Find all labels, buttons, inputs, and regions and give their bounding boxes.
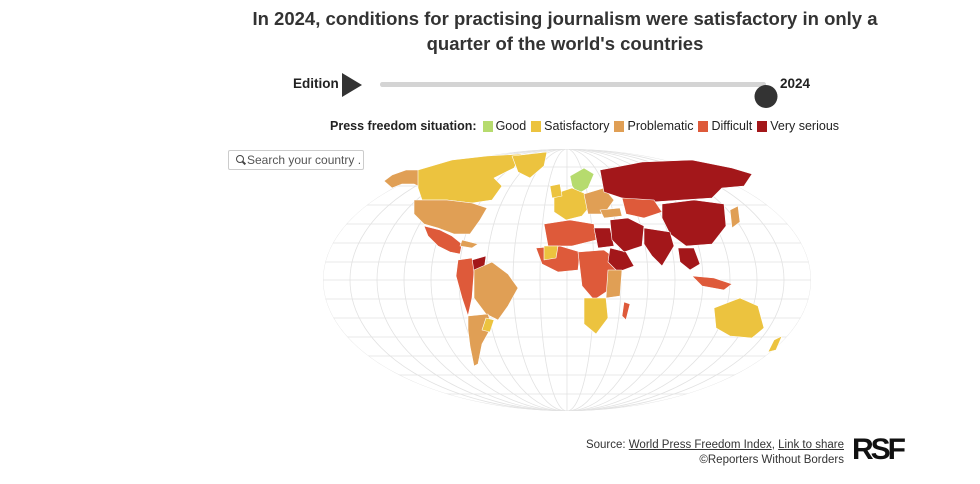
region-australia[interactable] [713, 297, 765, 339]
legend-swatch [614, 120, 625, 132]
legend-swatch [698, 120, 709, 132]
region-scandinavia[interactable] [569, 167, 595, 195]
rsf-logo: RSF [852, 433, 906, 466]
source-label: Source: [585, 439, 626, 451]
legend-title: Press freedom situation: [330, 119, 477, 133]
source-line: Source: World Press Freedom Index, Link … [586, 438, 844, 453]
region-eastern-europe[interactable] [583, 187, 615, 215]
index-link[interactable]: World Press Freedom Index [628, 439, 772, 451]
copyright: ©Reporters Without Borders [699, 454, 844, 466]
chart-title: In 2024, conditions for practising journ… [252, 8, 878, 54]
play-icon[interactable] [342, 73, 362, 97]
region-south-asia[interactable] [643, 227, 675, 267]
region-madagascar[interactable] [621, 301, 631, 321]
edition-label: Edition [293, 76, 339, 91]
region-middle-east[interactable] [609, 217, 645, 253]
legend: Press freedom situation: Good Satisfacto… [330, 119, 844, 133]
region-caribbean[interactable] [459, 239, 479, 249]
region-southeast-asia[interactable] [677, 247, 701, 271]
region-north-africa[interactable] [543, 219, 597, 247]
region-indonesia[interactable] [691, 275, 733, 291]
region-canada[interactable] [417, 153, 523, 204]
region-egypt-libya[interactable] [593, 227, 615, 249]
region-russia[interactable] [599, 159, 753, 203]
country-search[interactable] [228, 150, 364, 170]
legend-label: Difficult [711, 119, 753, 133]
footer: Source: World Press Freedom Index, Link … [586, 438, 844, 468]
legend-swatch [482, 120, 493, 132]
slider-fill [380, 82, 766, 87]
edition-controls: Edition 2024 [290, 70, 830, 108]
region-usa[interactable] [413, 199, 488, 235]
legend-label: Satisfactory [544, 119, 610, 133]
region-greenland[interactable] [511, 151, 548, 179]
region-central-asia[interactable] [621, 197, 663, 219]
search-input[interactable] [247, 152, 361, 168]
region-southern-africa[interactable] [583, 297, 609, 335]
legend-label: Good [495, 119, 527, 133]
legend-label: Very serious [770, 119, 840, 133]
region-japan-korea[interactable] [729, 205, 741, 229]
world-map[interactable] [322, 148, 812, 412]
region-mexico-central-america[interactable] [423, 225, 463, 255]
edition-slider[interactable] [380, 82, 778, 108]
region-uruguay-chile[interactable] [481, 317, 495, 333]
region-east-africa[interactable] [605, 269, 623, 299]
edition-year: 2024 [780, 76, 811, 91]
region-china[interactable] [661, 199, 727, 247]
region-sahel-satisfactory[interactable] [543, 245, 559, 261]
region-colombia-andes[interactable] [455, 257, 475, 317]
legend-item-problematic[interactable]: Problematic [614, 119, 693, 133]
legend-swatch [531, 120, 542, 132]
legend-item-difficult[interactable]: Difficult [698, 119, 752, 133]
region-turkey-caucasus[interactable] [599, 207, 623, 219]
region-brazil[interactable] [473, 261, 519, 321]
legend-item-very-serious[interactable]: Very serious [757, 119, 839, 133]
search-icon [236, 155, 244, 163]
region-west-africa[interactable] [535, 245, 581, 273]
legend-item-satisfactory[interactable]: Satisfactory [531, 119, 609, 133]
slider-handle[interactable] [754, 85, 778, 108]
region-uk-ireland[interactable] [549, 183, 563, 199]
legend-label: Problematic [627, 119, 694, 133]
legend-item-good[interactable]: Good [482, 119, 527, 133]
share-link[interactable]: Link to share [778, 439, 844, 451]
legend-swatch [757, 120, 768, 132]
region-new-zealand[interactable] [767, 335, 783, 353]
map-graticule [323, 149, 811, 411]
link-separator: , [771, 439, 775, 451]
